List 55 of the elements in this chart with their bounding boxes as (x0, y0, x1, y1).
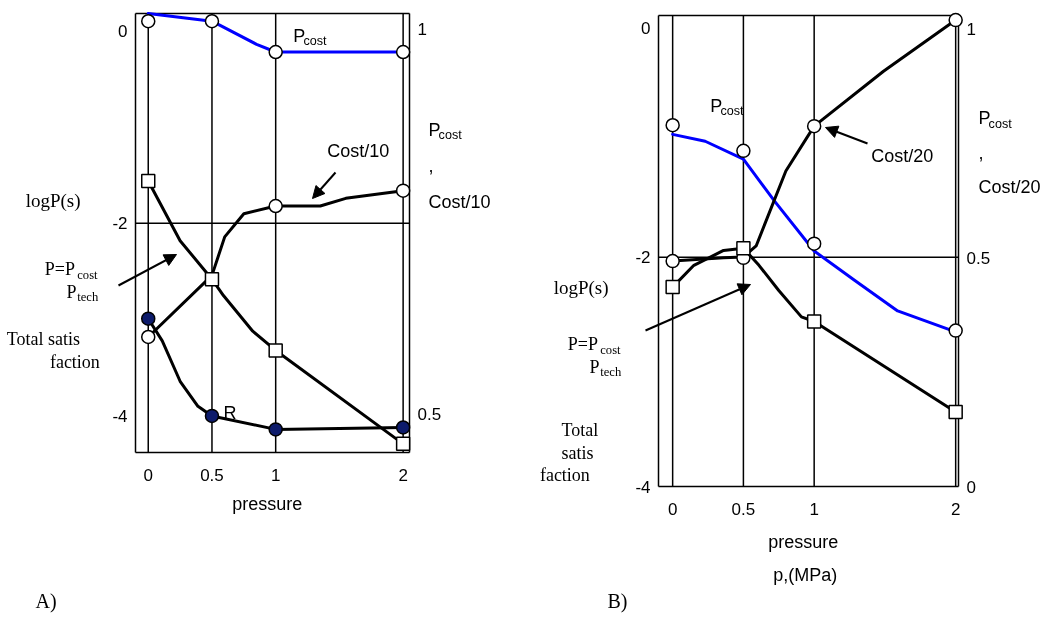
annotation: R (223, 402, 237, 423)
y2-tick-label: 0.5 (417, 404, 442, 424)
text: B) (607, 589, 628, 613)
point (395, 436, 411, 452)
annotation: Cost/20 (871, 145, 934, 166)
y-tick-label: -4 (112, 406, 128, 426)
annotation: Cost/10 (327, 140, 390, 161)
point (140, 173, 156, 189)
point (395, 183, 411, 198)
y-axis-title: logP(s) (553, 277, 609, 299)
point (268, 422, 283, 437)
point (665, 279, 680, 295)
point (665, 118, 680, 133)
text: Total satis faction (6, 329, 100, 372)
point (948, 323, 963, 338)
x-tick-label: 0.5 (731, 499, 756, 519)
y-tick-label: 0 (118, 21, 128, 41)
y-tick-label: -2 (112, 214, 128, 234)
x-axis-title: pressure p,(MPa) (768, 532, 839, 585)
point (268, 343, 283, 358)
text: A) (35, 589, 57, 613)
point (395, 420, 411, 435)
point (806, 236, 822, 251)
point (140, 311, 156, 326)
y-tick-label: -4 (635, 477, 651, 497)
y-axis-title: logP(s) (25, 190, 81, 212)
y-tick-label: -2 (635, 248, 651, 268)
point (268, 44, 283, 60)
y2-tick-label: 0.5 (966, 248, 991, 268)
point (806, 118, 822, 134)
point (948, 404, 963, 420)
point (665, 253, 680, 269)
point (204, 271, 220, 287)
point (736, 143, 751, 159)
x-tick-label: 2 (950, 499, 961, 519)
point (204, 13, 220, 29)
x-axis-title: pressure (232, 493, 303, 514)
text: Total satis faction (539, 420, 599, 485)
point (140, 13, 156, 29)
y2-tick-label: 1 (966, 20, 976, 40)
x-tick-label: 0.5 (200, 465, 224, 485)
point (736, 240, 751, 256)
point (806, 314, 822, 329)
x-tick-label: 1 (809, 499, 819, 519)
x-tick-label: 0 (667, 499, 678, 519)
point (140, 329, 156, 345)
x-tick-label: 0 (143, 465, 153, 485)
x-tick-label: 2 (398, 465, 408, 485)
point (268, 198, 283, 214)
x-tick-label: 1 (270, 465, 281, 485)
point (395, 44, 411, 60)
y2-tick-label: 1 (417, 19, 427, 39)
point (948, 12, 963, 28)
y-tick-label: 0 (641, 19, 651, 39)
point (204, 408, 220, 424)
